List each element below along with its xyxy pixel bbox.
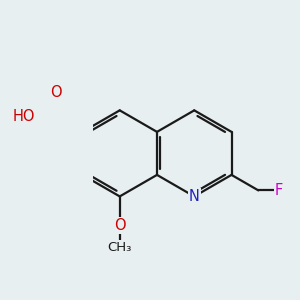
Text: O: O: [50, 85, 62, 100]
Text: CH₃: CH₃: [107, 241, 132, 254]
Text: N: N: [189, 189, 200, 204]
Text: F: F: [275, 183, 283, 198]
Text: O: O: [114, 218, 125, 233]
Text: HO: HO: [13, 109, 35, 124]
